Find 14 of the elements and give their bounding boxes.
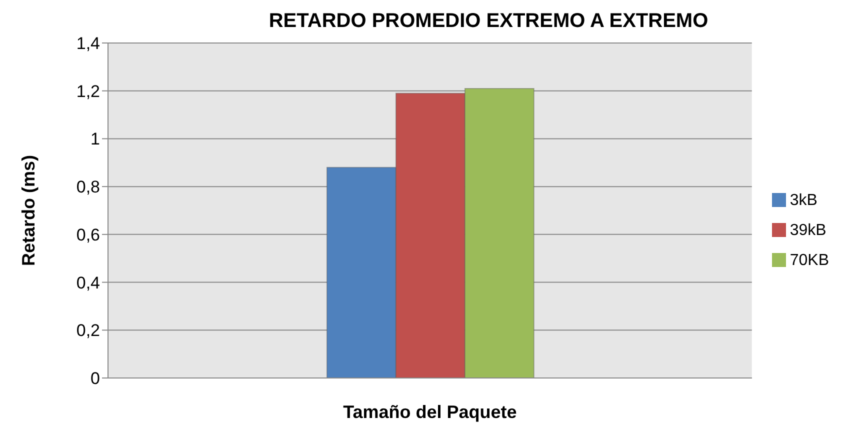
legend-label: 39kB xyxy=(790,222,826,238)
y-tick-label: 0,4 xyxy=(76,273,100,292)
legend-label: 70KB xyxy=(790,252,829,268)
y-tick-label: 0,2 xyxy=(76,321,100,340)
y-tick-label: 1 xyxy=(90,130,100,149)
x-axis-title: Tamaño del Paquete xyxy=(343,402,517,422)
y-tick-label: 1,2 xyxy=(76,82,100,101)
y-tick-label: 0 xyxy=(90,369,100,388)
y-tick-label: 0,6 xyxy=(76,225,100,244)
y-tick-label: 1,4 xyxy=(76,34,100,54)
y-tick-label: 0,8 xyxy=(76,178,100,197)
legend-label: 3kB xyxy=(790,192,818,208)
chart-title: RETARDO PROMEDIO EXTREMO A EXTREMO xyxy=(268,10,710,33)
y-axis-title: Retardo (ms) xyxy=(18,154,38,266)
